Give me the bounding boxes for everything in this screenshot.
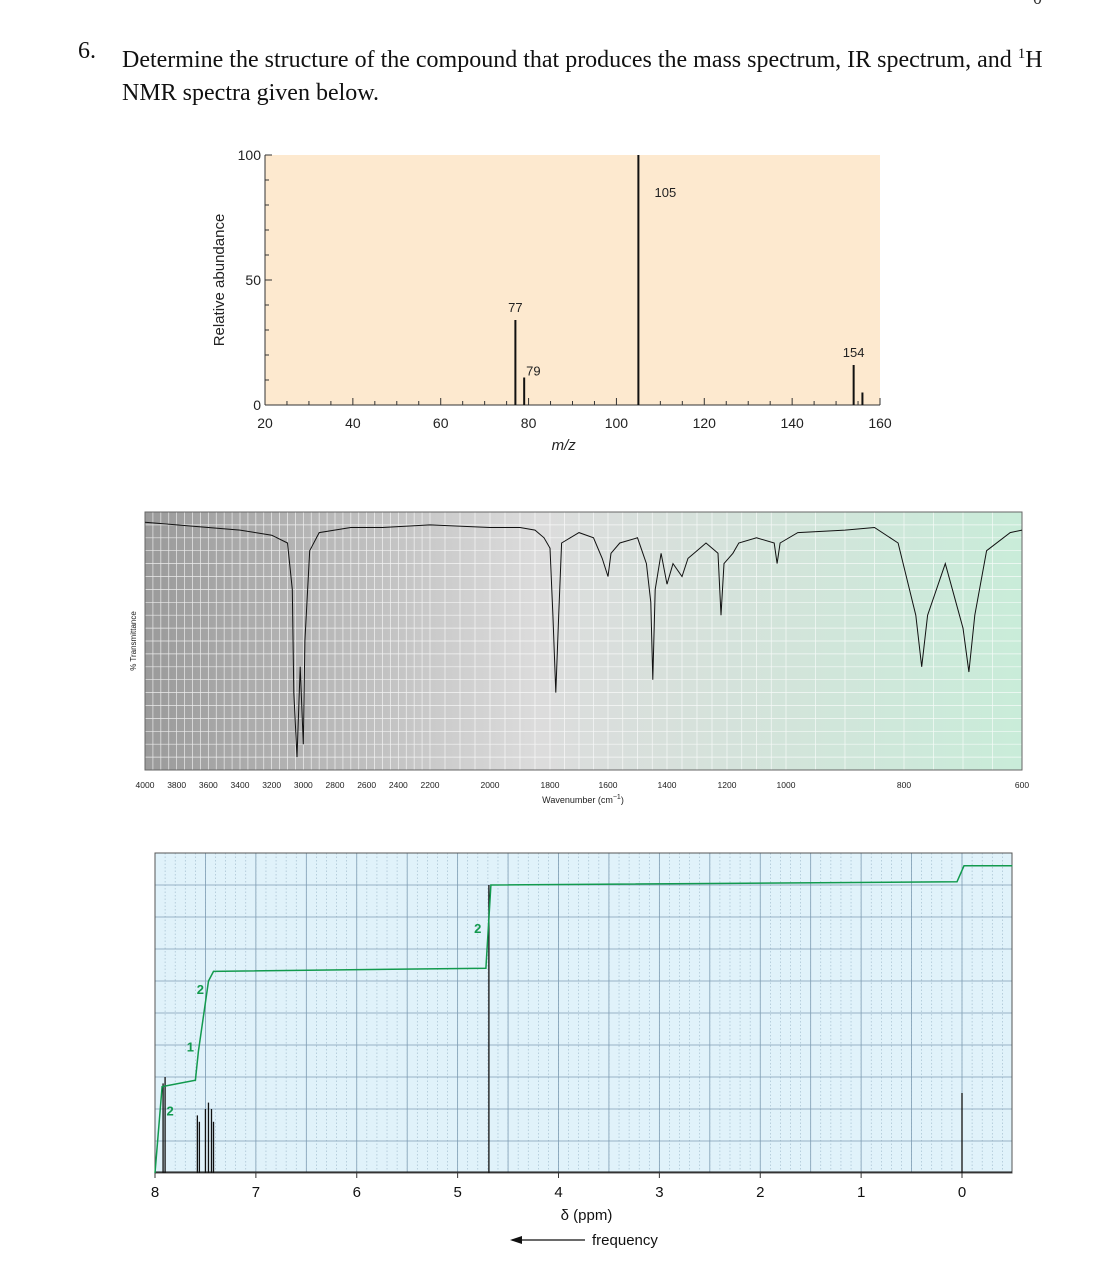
ir-x-axis-label-sup: −1 [613, 794, 621, 801]
ir-x-tick-label: 800 [897, 780, 911, 790]
ir-x-tick-label: 2200 [421, 780, 440, 790]
ir-x-tick-label: 1600 [599, 780, 618, 790]
ir-grid [144, 511, 1023, 771]
ir-x-tick-label: 2800 [326, 780, 345, 790]
ms-x-axis-label: m/z [552, 437, 577, 454]
nmr-x-tick-label: 4 [554, 1184, 562, 1201]
ir-x-tick-label: 2600 [357, 780, 376, 790]
ms-x-tick-label: 20 [257, 415, 273, 431]
nmr-integration-label: 2 [474, 921, 481, 936]
nmr-x-tick-label: 0 [958, 1184, 966, 1201]
nmr-integration-label: 1 [187, 1039, 194, 1054]
ir-x-axis-label-main: Wavenumber (cm [542, 795, 613, 805]
ir-x-tick-label: 3600 [199, 780, 218, 790]
mass-spectrum-chart: 20 40 60 80 100 120 140 160 0 50 100 m/z Relative ab… [211, 147, 892, 454]
ir-x-tick-label: 600 [1015, 780, 1029, 790]
question-text: Determine the structure of the compound … [122, 38, 1052, 110]
ms-peak-label: 154 [843, 345, 865, 360]
nmr-integration-label: 2 [167, 1103, 174, 1118]
nmr-x-tick-label: 2 [756, 1184, 764, 1201]
nmr-frame [154, 852, 1013, 1174]
ir-x-tick-label: 3800 [167, 780, 186, 790]
ir-x-axis-label-close: ) [621, 795, 624, 805]
ir-x-tick-label: 1200 [718, 780, 737, 790]
nmr-x-tick-label: 1 [857, 1184, 865, 1201]
ms-y-tick-label: 50 [245, 272, 261, 288]
nmr-x-tick-label: 8 [151, 1184, 159, 1201]
ms-x-tick-label: 100 [605, 415, 629, 431]
nmr-integration-label: 2 [197, 982, 204, 997]
question-text-part-2: H NMR spectra given below. [122, 47, 1043, 106]
ir-x-tick-label: 1400 [658, 780, 677, 790]
ms-y-tick-label: 100 [238, 147, 262, 163]
ir-x-tick-label: 3000 [294, 780, 313, 790]
ir-x-tick-label: 3400 [231, 780, 250, 790]
ir-x-tick-label: 1800 [541, 780, 560, 790]
nmr-integration-curve [154, 865, 1013, 1174]
ms-x-tick-label: 60 [433, 415, 449, 431]
ms-peak-label: 105 [655, 185, 677, 200]
ms-peak-label: 77 [508, 300, 522, 315]
ir-x-tick-label: 3200 [262, 780, 281, 790]
ir-spectrum-line [144, 521, 1023, 758]
ir-x-tick-label: 2000 [481, 780, 500, 790]
ir-y-axis-label: % Transmittance [129, 611, 138, 671]
ms-x-tick-label: 40 [345, 415, 361, 431]
ms-x-tick-label: 120 [693, 415, 717, 431]
ms-y-tick-label: 0 [253, 397, 261, 413]
ms-x-tick-label: 160 [868, 415, 892, 431]
ir-x-tick-label: 4000 [136, 780, 155, 790]
ir-x-tick-label: 2400 [389, 780, 408, 790]
nmr-x-axis-label: δ (ppm) [561, 1207, 613, 1224]
nmr-x-tick-label: 6 [353, 1184, 361, 1201]
corner-mark: 0 [1033, 0, 1042, 9]
question-text-part-1: Determine the structure of the compound … [122, 47, 1018, 73]
ir-x-tick-label: 1000 [777, 780, 796, 790]
ms-plot-area [265, 155, 880, 405]
ir-x-axis-label: Wavenumber (cm−1) [542, 794, 624, 805]
question-number: 6. [78, 38, 96, 64]
nmr-x-tick-label: 5 [453, 1184, 461, 1201]
ms-x-tick-label: 140 [780, 415, 804, 431]
nmr-x-tick-label: 3 [655, 1184, 663, 1201]
ir-spectrum-chart: 4000 3800 3600 3400 3200 3000 2800 2600 2400 2200… [129, 511, 1029, 805]
nmr-spectrum-chart: 2 1 2 2 8 7 6 5 4 3 2 1 0 δ (ppm) frequency [151, 852, 1013, 1249]
ms-x-tick-label: 80 [521, 415, 537, 431]
frequency-arrow-head [510, 1236, 522, 1244]
ir-frame [144, 511, 1023, 771]
frequency-label: frequency [592, 1232, 658, 1249]
superscript-one: 1 [1017, 46, 1026, 62]
question-block: 6. Determine the structure of the compou… [0, 0, 1112, 110]
ms-y-axis-label: Relative abundance [211, 214, 228, 347]
nmr-x-tick-label: 7 [252, 1184, 260, 1201]
ms-peak-label: 79 [526, 364, 540, 379]
